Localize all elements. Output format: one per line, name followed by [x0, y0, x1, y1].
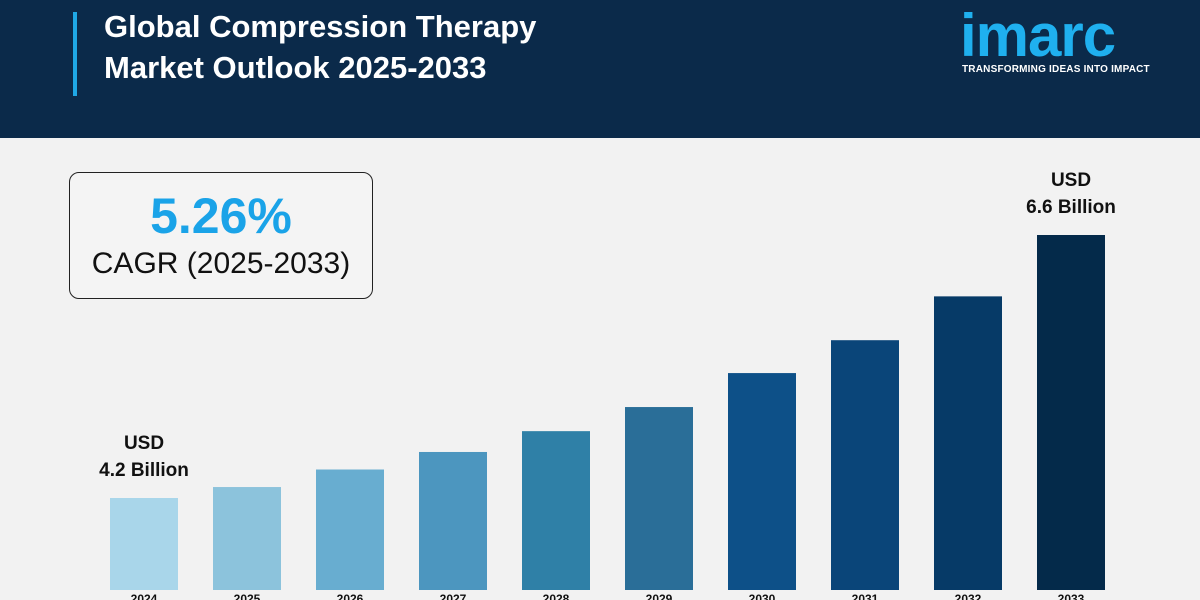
x-tick-label: 2028: [543, 592, 570, 600]
x-tick-label: 2031: [852, 592, 879, 600]
cagr-label: CAGR (2025-2033): [91, 247, 351, 280]
x-tick-label: 2024: [131, 592, 158, 600]
bar: [1037, 235, 1105, 590]
header: Global Compression Therapy Market Outloo…: [0, 0, 1200, 138]
cagr-value: 5.26%: [150, 188, 292, 244]
x-tick-label: 2030: [749, 592, 776, 600]
accent-line: [73, 12, 77, 96]
brand-tagline: TRANSFORMING IDEAS INTO IMPACT: [962, 64, 1150, 75]
x-tick-label: 2029: [646, 592, 673, 600]
cagr-box: 5.26% CAGR (2025-2033): [69, 172, 373, 299]
bar: [934, 296, 1002, 590]
bar: [728, 373, 796, 590]
x-tick-label: 2027: [440, 592, 467, 600]
bar: [522, 431, 590, 590]
brand-logo: imarc: [960, 2, 1116, 69]
bar: [625, 407, 693, 590]
bar: [316, 469, 384, 590]
x-tick-label: 2032: [955, 592, 982, 600]
bar: [110, 498, 178, 590]
bar: [831, 340, 899, 590]
x-tick-label: 2025: [234, 592, 261, 600]
x-tick-label: 2026: [337, 592, 364, 600]
x-tick-label: 2033: [1058, 592, 1085, 600]
value-label: USD 4.2 Billion: [99, 433, 189, 481]
bar: [213, 487, 281, 590]
bar: [419, 451, 487, 590]
chart-title: Global Compression Therapy Market Outloo…: [104, 9, 537, 85]
value-label: USD 6.6 Billion: [1026, 170, 1116, 218]
